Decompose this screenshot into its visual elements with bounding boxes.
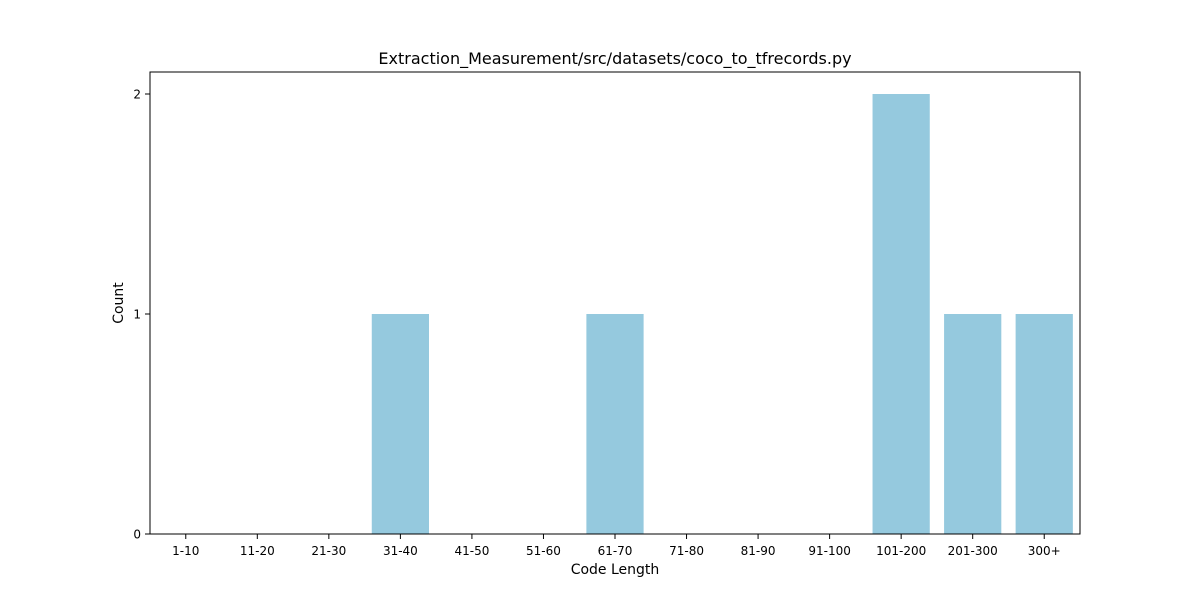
x-tick-label: 11-20 — [240, 544, 275, 558]
bar-61-70 — [586, 314, 644, 534]
x-tick-label: 91-100 — [808, 544, 851, 558]
chart-title: Extraction_Measurement/src/datasets/coco… — [378, 49, 851, 69]
y-axis: 0 1 2 — [133, 88, 150, 542]
bars-layer — [371, 94, 1073, 534]
x-axis: 1-10 11-20 21-30 31-40 41-50 51-60 61-70 71-80 8… — [172, 534, 1061, 558]
x-tick-label: 61-70 — [598, 544, 633, 558]
x-tick-label: 201-300 — [948, 544, 998, 558]
x-tick-label: 41-50 — [454, 544, 489, 558]
bar-31-40 — [371, 314, 429, 534]
y-tick-label: 2 — [133, 88, 141, 102]
x-tick-label: 71-80 — [669, 544, 704, 558]
x-tick-label: 101-200 — [876, 544, 926, 558]
y-tick-label: 0 — [133, 528, 141, 542]
x-tick-label: 81-90 — [741, 544, 776, 558]
x-axis-label: Code Length — [571, 562, 660, 578]
bar-300+ — [1015, 314, 1073, 534]
bar-201-300 — [944, 314, 1002, 534]
y-axis-label: Count — [111, 282, 127, 324]
x-tick-label: 51-60 — [526, 544, 561, 558]
x-tick-label: 21-30 — [311, 544, 346, 558]
x-tick-label: 300+ — [1028, 544, 1061, 558]
bar-101-200 — [872, 94, 930, 534]
y-tick-label: 1 — [133, 308, 141, 322]
x-tick-label: 31-40 — [383, 544, 418, 558]
x-tick-label: 1-10 — [172, 544, 199, 558]
